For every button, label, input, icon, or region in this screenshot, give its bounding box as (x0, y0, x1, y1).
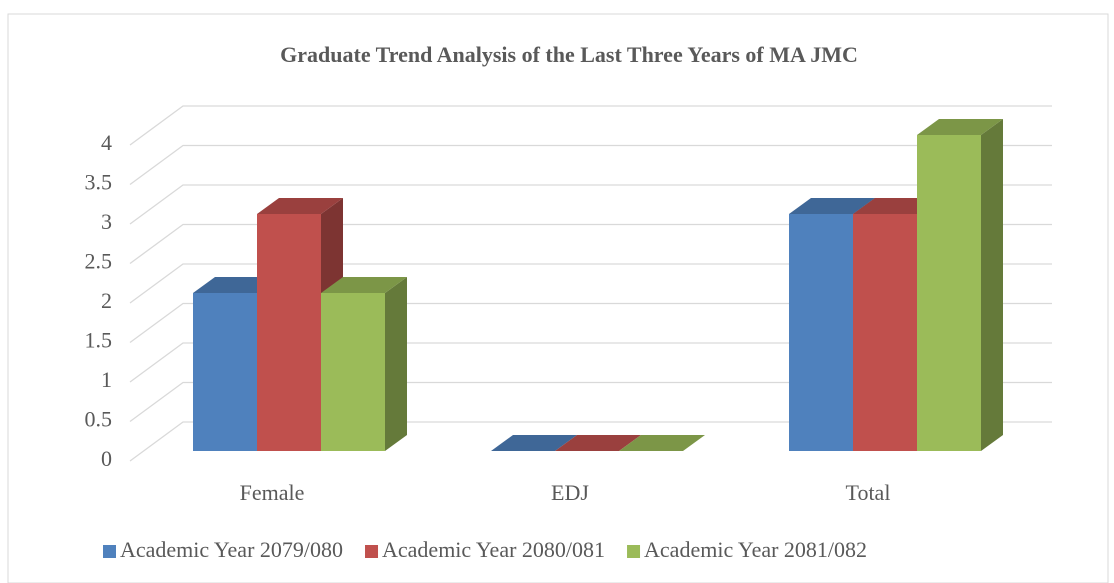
legend-swatch (103, 545, 116, 558)
y-tick-label: 1.5 (85, 328, 113, 353)
x-tick-label: Female (240, 480, 305, 505)
legend-swatch (627, 545, 641, 558)
bar-front (257, 214, 321, 451)
y-tick-label: 0 (101, 446, 112, 471)
grid-line (129, 223, 1052, 265)
bar-top (619, 435, 705, 451)
y-tick-label: 2 (101, 288, 112, 313)
bar-front (321, 293, 385, 451)
legend-label: Academic Year 2080/081 (382, 537, 605, 562)
grid-line (129, 263, 1052, 304)
x-tick-label: EDJ (551, 480, 589, 505)
grid-line (129, 381, 1052, 423)
y-tick-label: 0.5 (85, 407, 113, 432)
y-tick-label: 1 (101, 367, 112, 392)
bar-front (917, 135, 981, 451)
x-tick-label: Total (846, 480, 891, 505)
grid-line (129, 184, 1052, 225)
bar-side (385, 277, 407, 451)
bar-top (789, 198, 875, 214)
bar-front (789, 214, 853, 451)
bar-top (917, 119, 1003, 135)
grid-line (129, 342, 1052, 383)
bar-front (193, 293, 257, 451)
y-tick-label: 4 (101, 130, 112, 155)
legend-swatch (365, 545, 379, 558)
legend-label: Academic Year 2079/080 (120, 537, 343, 562)
grid-line (129, 144, 1052, 186)
grid-line (129, 302, 1052, 344)
y-tick-label: 2.5 (85, 249, 113, 274)
grid-line (129, 105, 1052, 146)
chart-title: Graduate Trend Analysis of the Last Thre… (280, 42, 858, 67)
bar-top (555, 435, 641, 451)
bar-top (491, 435, 577, 451)
bar-top (257, 198, 343, 214)
bar-top (321, 277, 407, 293)
y-tick-label: 3.5 (85, 170, 113, 195)
y-tick-label: 3 (101, 209, 112, 234)
bar-side (981, 119, 1003, 451)
legend-label: Academic Year 2081/082 (644, 537, 867, 562)
bar-front (853, 214, 917, 451)
grid-line (129, 421, 1052, 462)
